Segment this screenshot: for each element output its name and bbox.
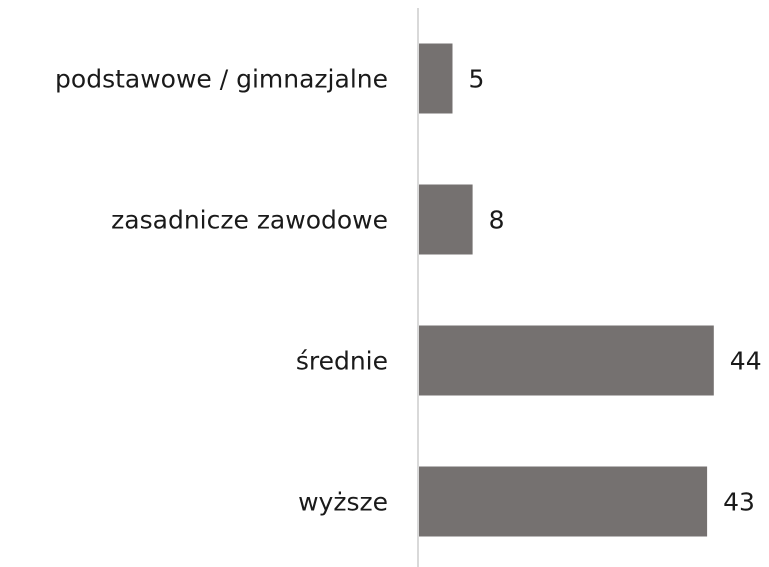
data-label: 43 (723, 488, 755, 517)
y-tick-label: zasadnicze zawodowe (111, 206, 388, 235)
data-label: 8 (489, 206, 505, 235)
bar (419, 466, 708, 537)
data-label: 44 (730, 347, 762, 376)
bar (419, 325, 714, 396)
y-tick-label: wyższe (298, 488, 388, 517)
y-tick-label: średnie (296, 347, 388, 376)
bar (419, 43, 453, 114)
data-label: 5 (469, 65, 485, 94)
y-tick-label: podstawowe / gimnazjalne (55, 65, 388, 94)
bar (419, 184, 473, 255)
